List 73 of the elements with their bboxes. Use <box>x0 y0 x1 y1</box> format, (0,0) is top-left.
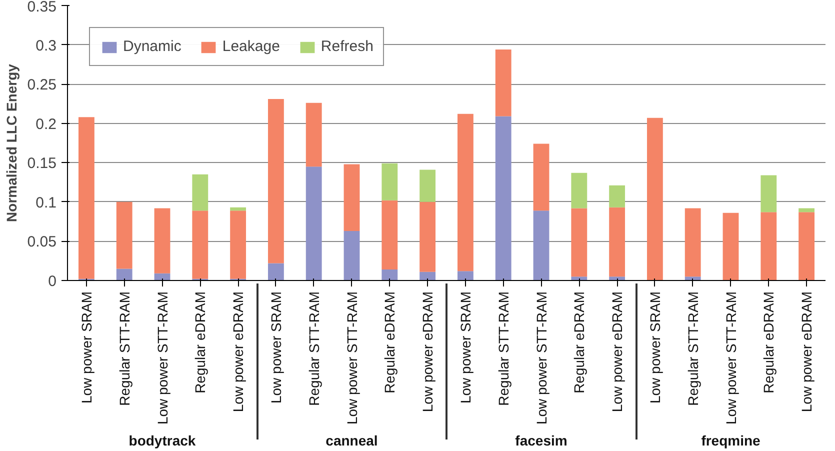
x-tick-label: Low power SRAM <box>646 291 663 404</box>
bar <box>420 170 436 202</box>
y-tick-label: 0.15 <box>27 155 57 172</box>
x-tick-label: Low power eDRAM <box>609 291 626 412</box>
bar <box>382 200 398 270</box>
bar <box>420 202 436 272</box>
bar <box>571 208 588 277</box>
bar <box>78 117 94 279</box>
text: facesim <box>515 432 568 449</box>
bar <box>154 208 170 274</box>
bar <box>495 116 512 280</box>
bar <box>192 174 208 211</box>
y-tick-label: 0.2 <box>36 116 57 133</box>
y-tick-label: 0.35 <box>27 0 57 16</box>
text: canneal <box>326 432 378 449</box>
x-tick-label: Regular eDRAM <box>571 291 588 394</box>
y-tick-label: 0.1 <box>36 194 57 212</box>
y-tick-label: 0.25 <box>27 76 57 94</box>
y-tick-label: 0.3 <box>36 37 57 54</box>
x-tick-label: Regular STT-RAM <box>495 292 512 406</box>
x-tick-label: Regular STT-RAM <box>306 292 322 406</box>
bar <box>609 185 626 208</box>
bar <box>382 270 398 280</box>
bar <box>344 164 360 231</box>
x-tick-label: Low power STT-RAM <box>722 291 739 425</box>
x-tick-label: Low power eDRAM <box>798 291 815 412</box>
y-axis-title: Normalized LLC Energy <box>3 64 20 222</box>
x-tick-label: Regular eDRAM <box>192 291 208 394</box>
bar <box>609 207 626 277</box>
bar <box>684 208 701 277</box>
bar <box>571 172 588 208</box>
x-tick-label: Regular STT-RAM <box>684 292 701 406</box>
bar <box>382 163 398 200</box>
bar <box>760 175 777 212</box>
bar <box>306 102 322 167</box>
bar <box>722 212 739 280</box>
x-tick-label: Low power eDRAM <box>230 291 246 412</box>
bar <box>495 50 512 116</box>
legend-label: Dynamic <box>123 38 182 55</box>
y-tick-label: 0 <box>48 273 56 290</box>
x-tick-label: Regular eDRAM <box>382 291 398 394</box>
y-tick-label: 0.05 <box>27 234 57 251</box>
bar <box>306 166 322 280</box>
bar <box>420 272 436 280</box>
bar <box>646 118 663 280</box>
bar <box>116 202 132 269</box>
x-tick-label: Low power STT-RAM <box>344 291 360 425</box>
bar <box>798 212 815 280</box>
x-tick-label: Regular STT-RAM <box>116 292 132 406</box>
x-tick-label: Low power STT-RAM <box>154 291 170 425</box>
legend-label: Leakage <box>222 38 280 55</box>
bar <box>268 99 284 264</box>
legend-label: Refresh <box>320 38 374 55</box>
bar <box>116 268 132 280</box>
bar <box>533 144 550 211</box>
x-tick-label: Regular eDRAM <box>760 291 777 394</box>
x-tick-label: Low power eDRAM <box>420 291 436 412</box>
x-tick-label: Low power SRAM <box>268 291 284 404</box>
bar <box>268 263 284 280</box>
bar <box>457 271 474 280</box>
x-tick-label: Low power STT-RAM <box>533 291 550 425</box>
x-tick-label: Low power SRAM <box>78 291 94 404</box>
text: freqmine <box>701 432 761 449</box>
bar <box>344 231 360 280</box>
bar <box>798 208 815 212</box>
bar <box>457 114 474 272</box>
x-tick-label: Low power SRAM <box>457 291 474 404</box>
bar <box>192 210 208 279</box>
bar <box>230 210 246 279</box>
bar <box>533 210 550 280</box>
bar <box>760 212 777 280</box>
bar <box>230 207 246 211</box>
text: bodytrack <box>128 432 196 449</box>
